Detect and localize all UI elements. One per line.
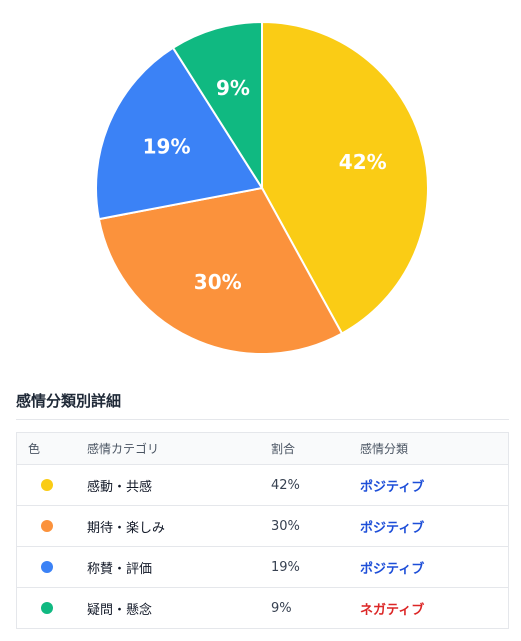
emotion-table: 色 感情カテゴリ 割合 感情分類 感動・共感 42% ポジティブ 期待・楽しみ … xyxy=(16,432,509,629)
table-row: 期待・楽しみ 30% ポジティブ xyxy=(17,506,508,547)
table-row: 感動・共感 42% ポジティブ xyxy=(17,465,508,506)
table-row: 称賛・評価 19% ポジティブ xyxy=(17,547,508,588)
color-dot xyxy=(41,561,53,573)
sentiment-type-cell: ポジティブ xyxy=(360,561,425,577)
category-cell: 感動・共感 xyxy=(87,479,153,495)
sentiment-type-cell: ネガティブ xyxy=(360,602,425,618)
pie-slice xyxy=(95,46,264,221)
color-dot xyxy=(41,602,53,614)
slice-label: 19% xyxy=(143,135,191,159)
header-type: 感情分類 xyxy=(360,442,409,456)
slice-label: 30% xyxy=(194,270,242,294)
section-title: 感情分類別詳細 xyxy=(16,392,122,410)
header-category: 感情カテゴリ xyxy=(87,442,160,456)
table-header-row: 色 感情カテゴリ 割合 感情分類 xyxy=(17,433,508,465)
ratio-cell: 42% xyxy=(271,477,300,493)
pie-slice xyxy=(97,186,344,355)
category-cell: 期待・楽しみ xyxy=(87,520,166,536)
color-dot xyxy=(41,520,53,532)
category-cell: 称賛・評価 xyxy=(87,561,153,577)
pie-slice xyxy=(171,20,263,192)
slice-label: 9% xyxy=(216,76,250,100)
slice-label: 42% xyxy=(339,150,387,174)
section-divider xyxy=(16,419,509,420)
color-dot xyxy=(41,479,53,491)
pie-chart: 42% 30% 19% 9% xyxy=(95,20,429,355)
ratio-cell: 9% xyxy=(271,600,292,616)
table-row: 疑問・懸念 9% ネガティブ xyxy=(17,588,508,628)
header-ratio: 割合 xyxy=(271,442,296,456)
ratio-cell: 19% xyxy=(271,559,300,575)
category-cell: 疑問・懸念 xyxy=(87,602,153,618)
sentiment-type-cell: ポジティブ xyxy=(360,520,425,536)
sentiment-type-cell: ポジティブ xyxy=(360,479,425,495)
pie-slice xyxy=(261,20,429,335)
ratio-cell: 30% xyxy=(271,518,300,534)
header-color: 色 xyxy=(28,442,41,456)
